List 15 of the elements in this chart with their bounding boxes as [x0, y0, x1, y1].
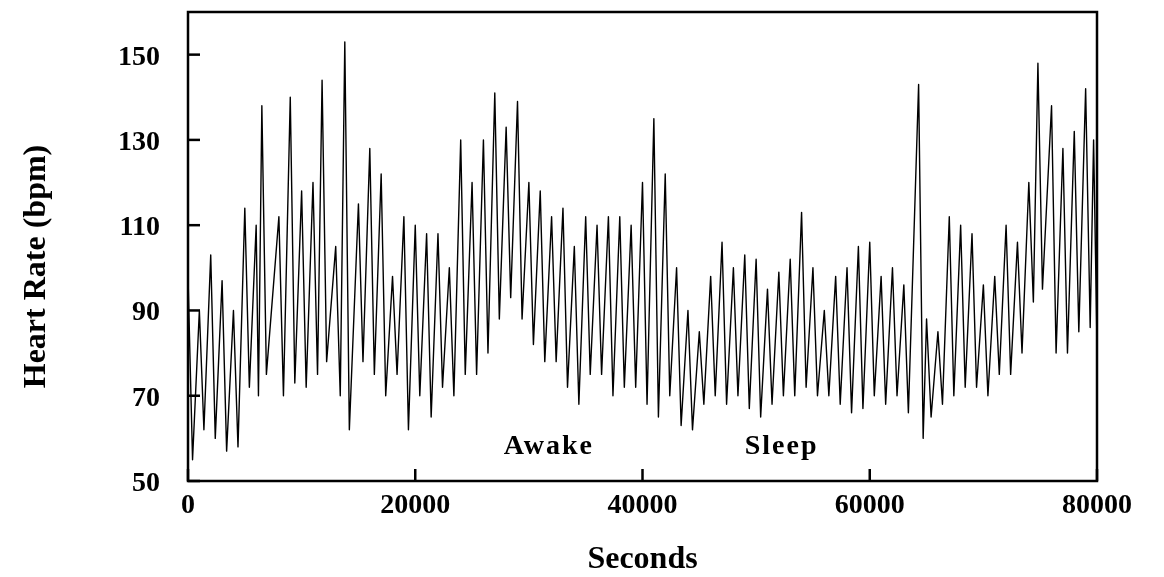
y-tick-label: 110: [119, 210, 160, 242]
annotation: Awake: [503, 429, 595, 461]
annotation: Sleep: [744, 429, 819, 461]
y-tick-label: 150: [118, 39, 160, 71]
x-axis-title: Seconds: [587, 539, 698, 575]
x-tick-label: 60000: [834, 488, 905, 519]
x-tick-label: 20000: [380, 488, 451, 519]
y-tick-label: 90: [132, 295, 160, 327]
y-axis-title: Heart Rate (bpm): [16, 144, 52, 389]
x-tick-label: 40000: [607, 488, 678, 519]
x-tick-label: 80000: [1062, 488, 1132, 519]
y-tick-label: 130: [118, 124, 160, 156]
y-tick-label: 50: [132, 466, 160, 497]
y-tick-label: 70: [132, 380, 160, 412]
x-tick-label: 0: [181, 488, 195, 519]
